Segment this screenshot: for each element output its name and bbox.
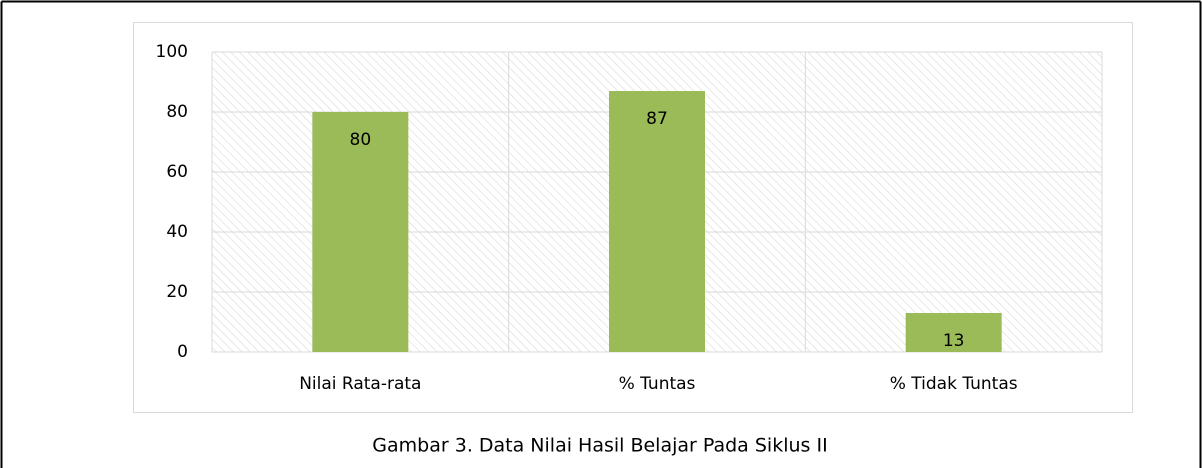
y-tick-label: 100 (156, 42, 188, 62)
x-tick-label: Nilai Rata-rata (299, 374, 421, 394)
x-tick-label: % Tidak Tuntas (890, 374, 1018, 394)
y-tick-label: 80 (166, 102, 188, 122)
data-label: 80 (350, 130, 372, 150)
y-tick-label: 20 (166, 282, 188, 302)
y-tick-label: 60 (166, 162, 188, 182)
caption: Gambar 3. Data Nilai Hasil Belajar Pada … (372, 435, 827, 457)
bar (312, 112, 409, 352)
data-label: 87 (646, 109, 668, 129)
data-label: 13 (943, 331, 965, 351)
bar (905, 313, 1002, 352)
x-tick-label: % Tuntas (619, 374, 696, 394)
y-tick-label: 0 (177, 342, 188, 362)
y-tick-label: 40 (166, 222, 188, 242)
bar (609, 91, 705, 352)
